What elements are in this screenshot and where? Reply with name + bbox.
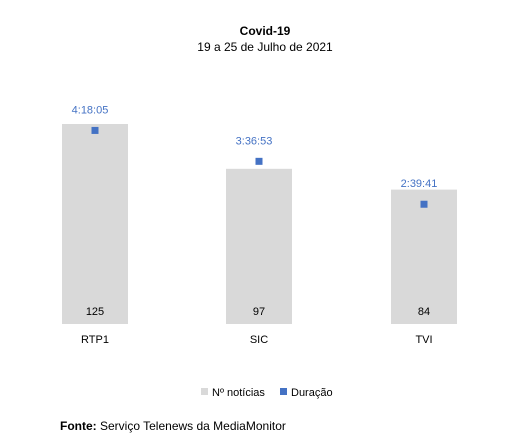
- bar-value-label: 97: [253, 306, 265, 318]
- category-label: TVI: [415, 334, 432, 346]
- legend-label-noticias: Nº notícias: [212, 387, 265, 399]
- legend-swatch-noticias: [201, 388, 208, 395]
- duration-label: 3:36:53: [236, 135, 273, 147]
- plot-area: 125 RTP1 4:18:05 97 SIC 3:36:53 84 TVI 2:39:41: [62, 104, 457, 346]
- duration-marker-sic: [255, 157, 263, 165]
- category-label: RTP1: [81, 334, 109, 346]
- chart-title: Covid-19: [240, 24, 291, 38]
- duration-marker-rtp1: [91, 126, 99, 134]
- bar-tvi: [391, 189, 457, 324]
- chart-subtitle: 19 a 25 de Julho de 2021: [197, 40, 333, 54]
- bar-value-label: 125: [86, 306, 104, 318]
- duration-label: 2:39:41: [401, 178, 438, 190]
- bar-value-label: 84: [418, 306, 430, 318]
- legend-label-duracao: Duração: [291, 387, 333, 399]
- legend-swatch-duracao: [280, 388, 287, 395]
- legend: Nº notícias Duração: [201, 387, 333, 399]
- bar-sic: [226, 168, 292, 324]
- source-note: Fonte: Serviço Telenews da MediaMonitor: [60, 419, 286, 433]
- category-label: SIC: [250, 334, 268, 346]
- duration-marker-tvi: [420, 200, 428, 208]
- source-text: Serviço Telenews da MediaMonitor: [100, 419, 286, 433]
- duration-label: 4:18:05: [72, 104, 109, 116]
- bar-rtp1: [62, 124, 128, 324]
- source-label: Fonte:: [60, 419, 97, 433]
